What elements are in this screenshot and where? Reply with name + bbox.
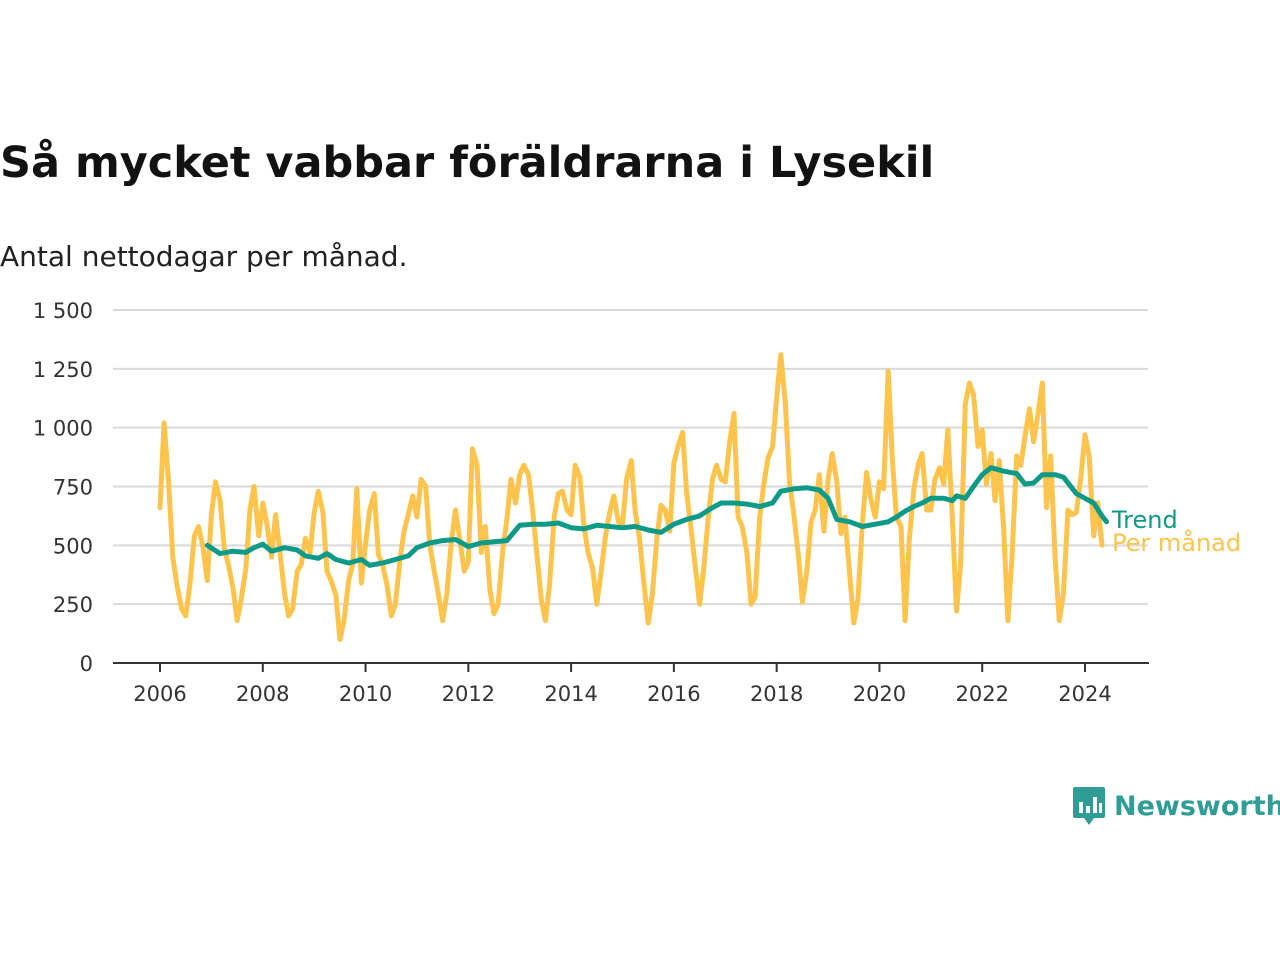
x-axis: 2006 2008 2010 2012 2014 2016 2018 2020 2022 2024 bbox=[113, 662, 1149, 706]
series-lines bbox=[157, 352, 1110, 642]
series-line-per-manad bbox=[157, 352, 1105, 642]
y-axis: 0 250 500 750 1 000 1 250 1 500 bbox=[33, 299, 93, 676]
x-tick-label: 2016 bbox=[647, 682, 700, 706]
y-tick-label: 500 bbox=[53, 534, 93, 558]
y-tick-label: 0 bbox=[80, 652, 93, 676]
x-tick-label: 2006 bbox=[133, 682, 186, 706]
series-label-trend: Trend bbox=[1111, 506, 1178, 534]
series-label-per-manad: Per månad bbox=[1112, 528, 1241, 557]
y-tick-label: 250 bbox=[53, 593, 93, 617]
x-tick-label: 2022 bbox=[955, 682, 1008, 706]
x-tick-label: 2010 bbox=[339, 682, 392, 706]
y-tick-label: 750 bbox=[53, 476, 93, 500]
x-tick-label: 2012 bbox=[442, 682, 495, 706]
brand-name: Newsworthy bbox=[1114, 790, 1280, 822]
x-tick-label: 2014 bbox=[544, 682, 597, 706]
y-tick-label: 1 000 bbox=[33, 417, 93, 441]
newsworthy-logo-icon bbox=[1073, 787, 1105, 825]
x-tick-label: 2018 bbox=[750, 682, 803, 706]
x-tick-label: 2024 bbox=[1058, 682, 1111, 706]
series-line-trend bbox=[204, 465, 1110, 568]
chart-subtitle: Antal nettodagar per månad. bbox=[0, 240, 408, 273]
chart-title: Så mycket vabbar föräldrarna i Lysekil bbox=[0, 138, 935, 188]
x-tick-label: 2020 bbox=[853, 682, 906, 706]
x-tick-label: 2008 bbox=[236, 682, 289, 706]
y-tick-label: 1 500 bbox=[33, 299, 93, 323]
y-tick-label: 1 250 bbox=[33, 358, 93, 382]
brand-logo: Newsworthy bbox=[1072, 784, 1280, 828]
